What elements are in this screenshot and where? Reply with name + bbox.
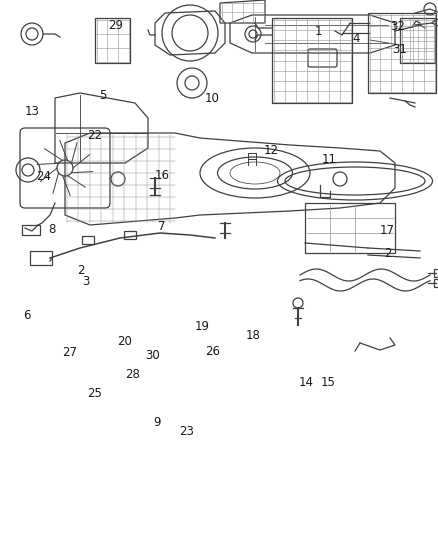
Bar	[434, 269, 438, 277]
Text: 16: 16	[155, 169, 170, 182]
Text: 6: 6	[23, 309, 31, 322]
Bar	[272, 18, 352, 103]
Text: 29: 29	[109, 19, 124, 32]
Text: 15: 15	[320, 376, 335, 389]
Text: 18: 18	[246, 329, 261, 342]
Text: 14: 14	[298, 376, 313, 389]
Text: 25: 25	[87, 387, 102, 400]
Text: 30: 30	[145, 349, 160, 362]
Text: 26: 26	[205, 345, 220, 358]
Text: 20: 20	[117, 335, 132, 348]
Text: 17: 17	[380, 224, 395, 237]
Text: 4: 4	[352, 32, 360, 45]
Text: 2: 2	[384, 247, 392, 260]
Text: 10: 10	[205, 92, 220, 105]
Text: 3: 3	[82, 276, 89, 288]
Text: 8: 8	[48, 223, 55, 236]
Bar	[400, 18, 435, 63]
Text: 22: 22	[87, 130, 102, 142]
Text: 7: 7	[158, 220, 166, 233]
Bar	[368, 13, 436, 93]
Text: 32: 32	[390, 20, 405, 33]
Bar	[30, 251, 52, 265]
Bar	[22, 225, 40, 235]
Text: 23: 23	[179, 425, 194, 438]
Bar	[95, 18, 130, 63]
Text: 1: 1	[315, 26, 323, 38]
Text: 11: 11	[322, 154, 337, 166]
Text: 12: 12	[263, 144, 278, 157]
Text: 9: 9	[153, 416, 161, 429]
Text: 28: 28	[125, 368, 140, 381]
Text: 5: 5	[99, 90, 106, 102]
Bar	[124, 231, 136, 239]
Text: 31: 31	[392, 43, 407, 55]
Text: 27: 27	[62, 346, 77, 359]
Text: 2: 2	[77, 264, 85, 277]
Text: 24: 24	[36, 171, 51, 183]
Bar	[82, 236, 94, 244]
Bar	[434, 279, 438, 287]
Text: 13: 13	[25, 106, 39, 118]
Text: 19: 19	[195, 320, 210, 333]
Bar	[305, 203, 395, 253]
